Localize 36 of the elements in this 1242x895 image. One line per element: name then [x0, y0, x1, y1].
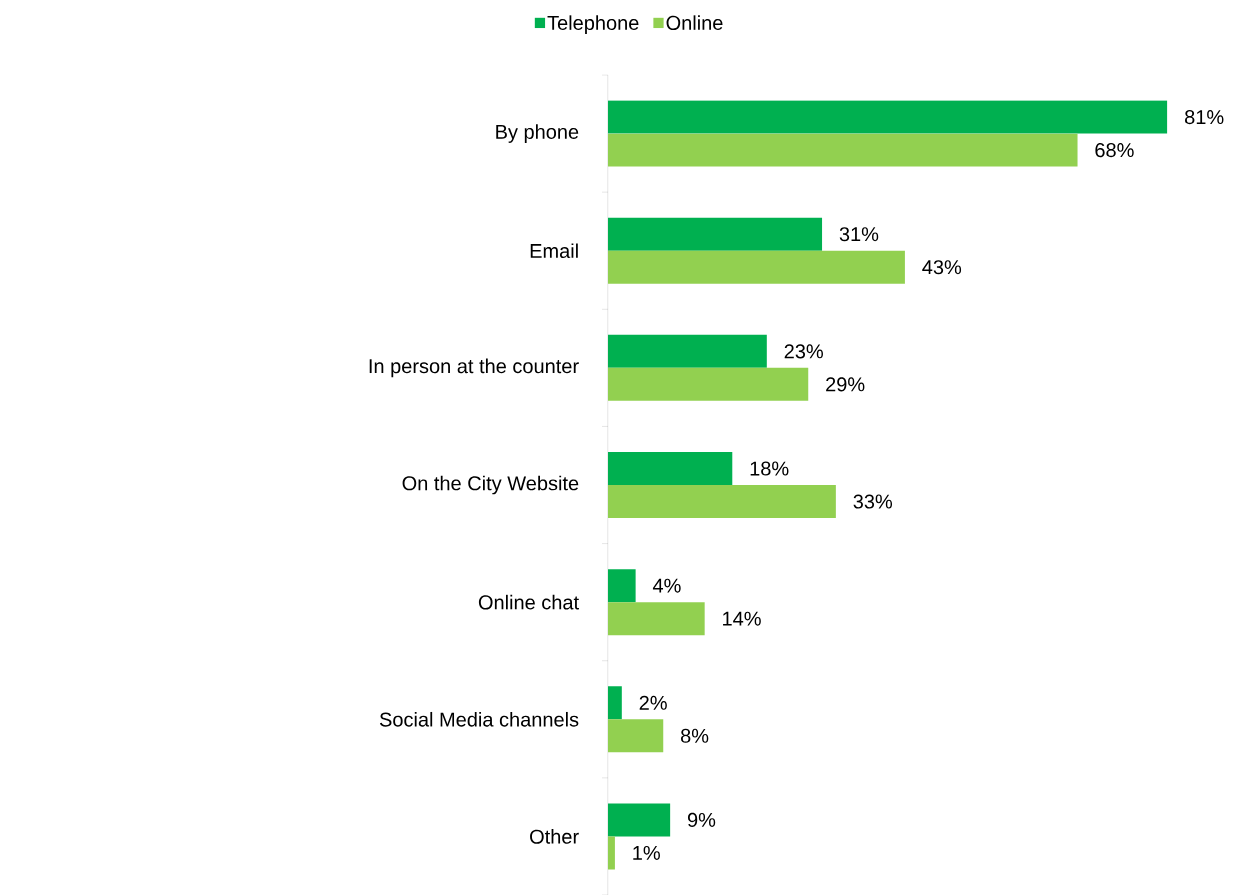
bar	[608, 100, 1168, 134]
bar	[608, 719, 664, 753]
bar	[608, 367, 809, 401]
bar	[608, 686, 622, 720]
data-label: 9%	[687, 812, 716, 828]
data-label: 29%	[826, 377, 865, 392]
data-label: 33%	[853, 494, 893, 509]
data-label: 43%	[922, 260, 962, 275]
y-tick-label: Online chat	[478, 594, 579, 610]
data-label: 8%	[680, 728, 709, 743]
bar	[608, 334, 767, 368]
bar	[608, 217, 823, 251]
data-label: 81%	[1185, 110, 1224, 125]
bar	[608, 133, 1078, 167]
data-label: 68%	[1095, 143, 1134, 158]
data-label: 2%	[639, 695, 667, 710]
legend-label: Online	[666, 15, 723, 30]
bar	[608, 569, 636, 603]
bar	[608, 250, 905, 284]
y-tick-label: Other	[530, 829, 579, 844]
legend-label: Telephone	[547, 15, 639, 34]
y-tick-label: By phone	[496, 124, 579, 143]
bar	[608, 452, 733, 486]
y-tick-label: In person at the counter	[369, 358, 579, 378]
y-tick-label: On the City Website	[402, 475, 579, 495]
data-label: 18%	[750, 461, 789, 476]
data-label: 4%	[652, 578, 681, 593]
data-label: 23%	[784, 344, 823, 359]
y-tick-label: Social Media channels	[379, 711, 579, 727]
data-label: 31%	[839, 227, 879, 242]
data-label: 1%	[633, 845, 660, 860]
y-tick-label: Email	[530, 243, 578, 259]
bar	[608, 602, 705, 636]
bar	[608, 485, 836, 519]
data-label: 14%	[723, 611, 761, 626]
bar	[608, 803, 671, 837]
